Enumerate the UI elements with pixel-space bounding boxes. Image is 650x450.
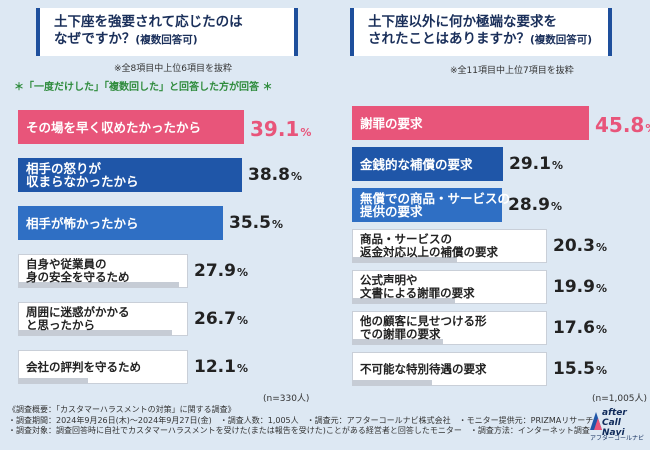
chart1-bar <box>352 106 589 140</box>
chart1-bar <box>352 147 503 181</box>
chart0-row: その場を早く収めたかったから 39.1% <box>18 110 311 144</box>
footer-line2: ・調査期間：2024年9月26日(木)〜2024年9月27日(金) ・調査人数：… <box>8 415 594 425</box>
chart0-bar <box>18 110 244 144</box>
left-question-line2: なぜですか？(複数回答可) <box>54 31 198 47</box>
chart1-row: 公式声明や 文書による謝罪の要求 19.9% <box>352 270 637 304</box>
left-subtitle: ＊「一度だけした」「複数回した」と回答した方が回答 ＊ <box>14 82 273 93</box>
brand-logo: after Call Navi アフターコールナビ <box>588 406 644 444</box>
chart0-value-label: 27.9% <box>194 261 248 281</box>
chart1-bar <box>352 339 443 345</box>
chart1-category-label: 公式声明や 文書による謝罪の要求 <box>360 273 475 300</box>
chart1-row: 無償での商品・サービスの 提供の要求 28.9% <box>352 188 637 222</box>
logo-mark-icon <box>590 412 602 430</box>
chart1-category-label: 不可能な特別待遇の要求 <box>360 361 487 376</box>
chart1-value-label: 17.6% <box>553 318 607 338</box>
chart1-row: 謝罪の要求 45.8% <box>352 106 650 140</box>
chart1-row: 他の顧客に見せつける形 での謝罪の要求 17.6% <box>352 311 637 345</box>
chart1-category-label: 金銭的な補償の要求 <box>360 156 473 172</box>
left-sample-size: (n=330人) <box>263 394 310 404</box>
chart0-category-label: その場を早く収めたかったから <box>26 119 202 135</box>
chart1-row: 商品・サービスの 返金対応以上の補償の要求 20.3% <box>352 229 637 263</box>
chart0-value-label: 26.7% <box>194 309 248 329</box>
chart0-bar <box>18 282 179 288</box>
chart0-value-label: 35.5% <box>229 213 283 233</box>
chart0-row: 周囲に迷惑がかかる と思ったから 26.7% <box>18 302 278 336</box>
chart0-row: 会社の評判を守るため 12.1% <box>18 350 278 384</box>
logo-text-after: after <box>602 408 627 418</box>
chart0-bar <box>18 158 242 192</box>
survey-footer: 《調査概要：「カスタマーハラスメントの対策」に関する調査》 ・調査期間：2024… <box>8 405 593 437</box>
chart1-row: 不可能な特別待遇の要求 15.5% <box>352 352 637 386</box>
chart1-value-label: 28.9% <box>508 195 562 215</box>
footer-line3: ・調査対象：調査回答時に自社でカスタマーハラスメントを受けた(または報告を受けた… <box>8 426 590 435</box>
chart0-category-label: 会社の評判を守るため <box>26 359 141 374</box>
chart1-category-label: 無償での商品・サービスの 提供の要求 <box>360 191 511 219</box>
footer-line1: 《調査概要：「カスタマーハラスメントの対策」に関する調査》 <box>8 405 236 414</box>
chart0-row: 相手の怒りが 収まらなかったから 38.8% <box>18 158 302 192</box>
chart0-value-label: 12.1% <box>194 357 248 377</box>
chart0-value-label: 38.8% <box>248 165 302 185</box>
chart0-category-label: 自身や従業員の 身の安全を守るため <box>26 257 130 284</box>
right-question-line2: されたことはありますか？(複数回答可) <box>368 31 593 47</box>
right-note: ※全11項目中上位7項目を抜粋 <box>450 66 574 76</box>
logo-text-jp: アフターコールナビ <box>590 435 645 442</box>
chart1-bar <box>352 188 502 222</box>
chart1-value-label: 20.3% <box>553 236 607 256</box>
chart0-category-label: 周囲に迷惑がかかる と思ったから <box>26 305 130 332</box>
chart1-value-label: 29.1% <box>509 154 563 174</box>
logo-text-callnavi: Call Navi <box>602 418 625 438</box>
chart0-value-label: 39.1% <box>250 117 312 141</box>
left-question-panel: 土下座を強要されて応じたのは なぜですか？(複数回答可) <box>36 8 298 56</box>
chart1-row: 金銭的な補償の要求 29.1% <box>352 147 637 181</box>
left-note: ※全8項目中上位6項目を抜粋 <box>114 64 232 74</box>
right-question-panel: 土下座以外に何か極端な要求を されたことはありますか？(複数回答可) <box>350 8 612 56</box>
chart1-bar <box>352 257 457 263</box>
chart0-category-label: 相手の怒りが 収まらなかったから <box>26 161 139 189</box>
chart1-category-label: 他の顧客に見せつける形 での謝罪の要求 <box>360 314 487 341</box>
chart0-category-label: 相手が怖かったから <box>26 215 139 231</box>
chart1-bar <box>352 298 455 304</box>
chart1-bar <box>352 380 432 386</box>
chart0-row: 相手が怖かったから 35.5% <box>18 206 283 240</box>
chart1-value-label: 19.9% <box>553 277 607 297</box>
chart0-bar <box>18 330 172 336</box>
chart0-row: 自身や従業員の 身の安全を守るため 27.9% <box>18 254 278 288</box>
right-question-line1: 土下座以外に何か極端な要求を <box>368 14 557 30</box>
chart1-category-label: 商品・サービスの 返金対応以上の補償の要求 <box>360 232 498 259</box>
chart0-bar <box>18 206 223 240</box>
right-sample-size: (n=1,005人) <box>592 394 648 404</box>
chart1-value-label: 15.5% <box>553 359 607 379</box>
chart1-value-label: 45.8% <box>595 113 650 137</box>
chart0-bar <box>18 378 88 384</box>
left-question-line1: 土下座を強要されて応じたのは <box>54 14 243 30</box>
chart1-category-label: 謝罪の要求 <box>360 115 423 131</box>
